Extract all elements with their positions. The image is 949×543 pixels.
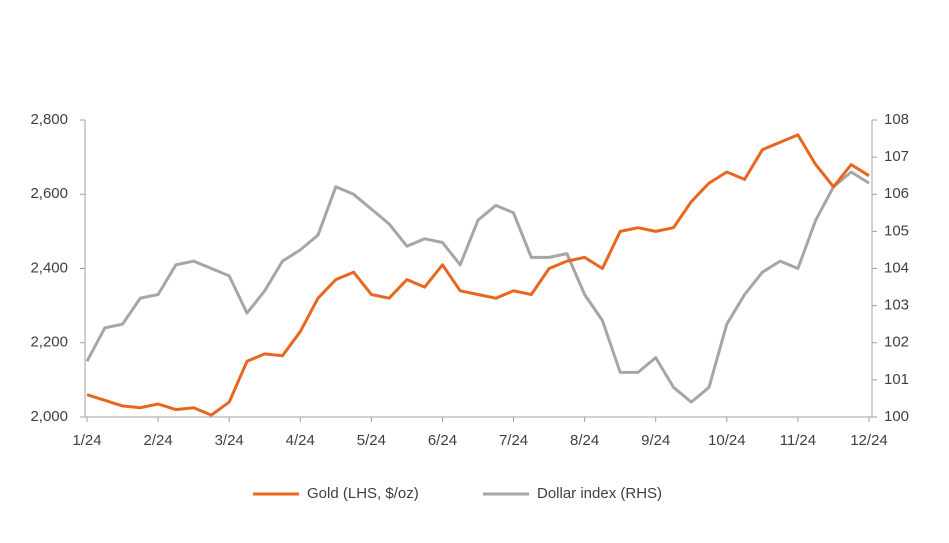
y2-tick-label: 104: [884, 259, 909, 276]
x-tick-label: 10/24: [708, 432, 746, 449]
x-tick-label: 9/24: [641, 432, 670, 449]
y-tick-label: 2,000: [30, 408, 68, 425]
x-tick-label: 6/24: [428, 432, 457, 449]
y2-tick-label: 106: [884, 185, 909, 202]
y-tick-label: 2,800: [30, 111, 68, 128]
x-tick-label: 12/24: [850, 432, 888, 449]
y2-tick-label: 102: [884, 334, 909, 351]
legend-label: Dollar index (RHS): [537, 485, 662, 502]
x-tick-label: 5/24: [357, 432, 386, 449]
legend-label: Gold (LHS, $/oz): [307, 485, 419, 502]
y2-tick-label: 100: [884, 408, 909, 425]
y2-tick-label: 103: [884, 297, 909, 314]
y2-tick-label: 107: [884, 148, 909, 165]
x-tick-label: 2/24: [143, 432, 172, 449]
y-tick-label: 2,600: [30, 185, 68, 202]
y2-tick-label: 101: [884, 371, 909, 388]
y2-tick-label: 108: [884, 111, 909, 128]
x-tick-label: 7/24: [499, 432, 528, 449]
x-tick-label: 3/24: [215, 432, 244, 449]
y-tick-label: 2,200: [30, 334, 68, 351]
y-tick-label: 2,400: [30, 259, 68, 276]
x-tick-label: 4/24: [286, 432, 315, 449]
series-line: [85, 170, 870, 404]
x-tick-label: 11/24: [780, 432, 816, 449]
x-tick-label: 8/24: [570, 432, 599, 449]
y2-tick-label: 105: [884, 222, 909, 239]
x-tick-label: 1/24: [72, 432, 101, 449]
series-line: [86, 133, 870, 417]
